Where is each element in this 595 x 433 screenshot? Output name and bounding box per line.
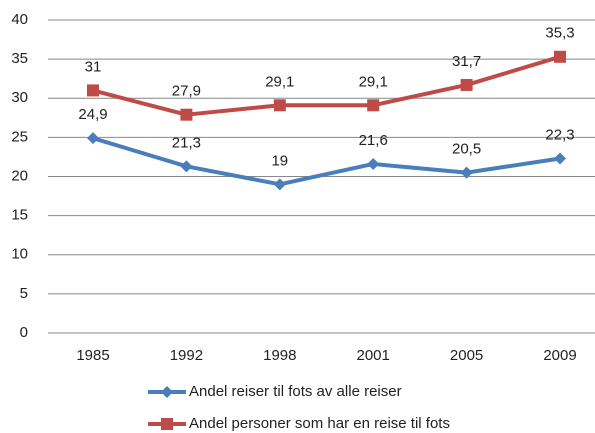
data-label: 29,1 bbox=[359, 73, 388, 90]
x-tick-label: 1998 bbox=[263, 347, 296, 364]
data-point bbox=[180, 160, 193, 173]
y-tick-label: 15 bbox=[11, 207, 28, 224]
y-tick-label: 5 bbox=[20, 285, 28, 302]
data-label: 31,7 bbox=[452, 53, 481, 70]
data-label: 27,9 bbox=[172, 83, 201, 100]
x-tick-label: 2005 bbox=[450, 347, 483, 364]
x-tick-label: 2001 bbox=[357, 347, 390, 364]
data-point bbox=[87, 84, 99, 97]
y-tick-label: 0 bbox=[20, 324, 28, 341]
data-label: 24,9 bbox=[78, 106, 107, 123]
data-label: 20,5 bbox=[452, 141, 481, 158]
data-point bbox=[554, 152, 566, 165]
y-tick-label: 20 bbox=[11, 167, 28, 184]
data-label: 35,3 bbox=[545, 25, 574, 42]
y-tick-label: 25 bbox=[11, 128, 28, 145]
data-point bbox=[460, 166, 473, 179]
y-tick-label: 40 bbox=[11, 11, 28, 28]
data-label: 31 bbox=[85, 58, 102, 75]
data-point bbox=[460, 78, 473, 91]
data-point bbox=[180, 108, 193, 121]
x-tick-label: 2009 bbox=[543, 347, 576, 364]
data-point bbox=[87, 132, 99, 145]
data-label: 29,1 bbox=[265, 73, 294, 90]
data-label: 21,6 bbox=[359, 132, 388, 149]
data-label: 22,3 bbox=[545, 126, 574, 143]
data-point bbox=[554, 50, 566, 63]
legend-marker bbox=[161, 386, 173, 398]
series-line bbox=[92, 136, 561, 187]
y-tick-label: 30 bbox=[11, 89, 28, 106]
legend-label: Andel reiser til fots av alle reiser bbox=[189, 383, 402, 400]
data-label: 19 bbox=[271, 152, 288, 169]
series-line bbox=[92, 54, 561, 117]
data-point bbox=[367, 99, 380, 112]
y-tick-label: 35 bbox=[11, 50, 28, 67]
data-point bbox=[367, 157, 380, 170]
x-tick-label: 1992 bbox=[170, 347, 203, 364]
x-tick-label: 1985 bbox=[76, 347, 109, 364]
data-label: 21,3 bbox=[172, 134, 201, 151]
y-tick-label: 10 bbox=[11, 246, 28, 263]
legend-label: Andel personer som har en reise til fots bbox=[189, 415, 450, 432]
data-point bbox=[273, 99, 286, 112]
legend-marker bbox=[161, 418, 173, 430]
data-point bbox=[273, 178, 286, 191]
